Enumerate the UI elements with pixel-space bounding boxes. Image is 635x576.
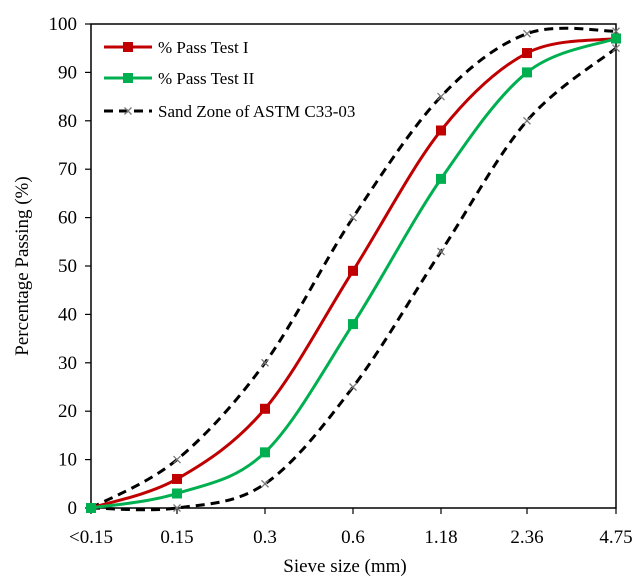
data-point-x-marker [612,44,620,53]
data-point-x-marker [523,29,531,38]
data-point-square-marker [86,503,96,513]
legend-label: Sand Zone of ASTM C33-03 [158,102,355,121]
legend-item: % Pass Test I [104,38,249,57]
data-point-x-marker [349,383,357,391]
y-tick-label: 100 [49,14,78,35]
data-point-x-marker [261,479,269,488]
sand-zone-lower-limit [87,44,620,512]
data-point-x-marker [349,213,357,222]
x-axis-title: Sieve size (mm) [283,556,406,576]
y-tick-label: 20 [58,401,77,422]
data-point-x-marker [437,247,445,256]
sand-zone-line [90,47,617,512]
y-axis-title: Percentage Passing (%) [12,176,33,355]
data-point-x-marker [523,116,531,125]
data-point-x-marker [261,358,269,367]
legend-item: Sand Zone of ASTM C33-03 [104,102,355,121]
x-axis: <0.15 0.15 0.3 0.6 1.18 2.36 4.75 [69,508,633,548]
x-tick-label: 1.18 [424,527,457,548]
x-tick-label: 0.3 [253,527,277,548]
x-tick-label: 4.75 [599,527,632,548]
y-tick-label: 50 [58,256,77,277]
x-tick-label: <0.15 [69,527,113,548]
legend: % Pass Test I % Pass Test II Sand Zone of … [104,38,355,121]
data-point-square-marker [172,473,182,484]
y-tick-label: 0 [68,498,78,519]
data-point-square-marker [522,48,532,59]
data-point-x-marker [437,92,445,101]
data-point-x-marker [173,455,181,464]
y-tick-label: 30 [58,353,77,374]
data-point-square-marker [522,67,532,78]
data-point-square-marker [260,403,270,414]
legend-item: % Pass Test II [104,69,255,88]
data-point-x-marker [124,107,132,115]
sand-zone-line [90,26,617,510]
y-tick-label: 10 [58,450,77,471]
data-point-square-marker [436,173,446,184]
y-tick-label: 60 [58,208,77,229]
data-point-square-marker [611,33,621,44]
data-point-square-marker [348,265,358,276]
series-test-2 [86,33,621,513]
data-point-x-marker [173,504,181,512]
y-tick-label: 90 [58,62,77,83]
data-point-square-marker [260,447,270,458]
data-point-square-marker [348,319,358,330]
legend-label: % Pass Test II [158,69,255,88]
y-tick-label: 70 [58,159,77,180]
data-point-square-marker [123,73,133,83]
data-point-square-marker [172,488,182,499]
y-axis: 0 10 20 30 40 50 60 70 80 90 100 [49,14,91,519]
legend-label: % Pass Test I [158,38,249,57]
series-layer [86,26,621,513]
x-tick-label: 0.6 [341,527,365,548]
x-tick-label: 2.36 [510,527,543,548]
x-tick-label: 0.15 [160,527,193,548]
data-point-square-marker [436,125,446,136]
data-point-square-marker [123,42,133,52]
y-tick-label: 80 [58,111,77,132]
y-tick-label: 40 [58,304,77,325]
